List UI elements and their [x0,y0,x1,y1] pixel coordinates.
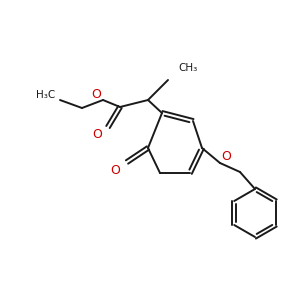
Text: O: O [92,128,102,142]
Text: O: O [221,149,231,163]
Text: O: O [91,88,101,100]
Text: H₃C: H₃C [36,90,56,100]
Text: CH₃: CH₃ [178,63,197,73]
Text: O: O [110,164,120,176]
